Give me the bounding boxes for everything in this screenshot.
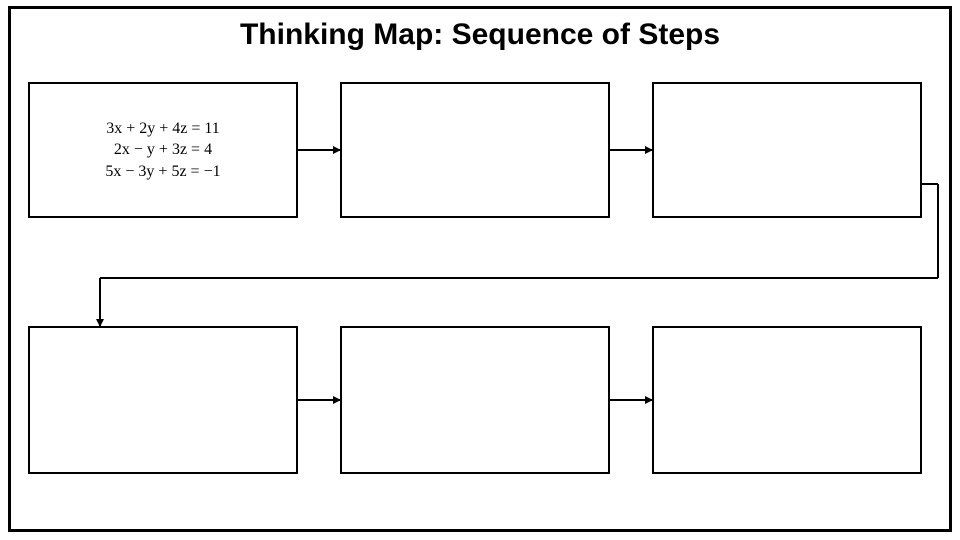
equation-line: 5x − 3y + 5z = −1 [105, 161, 220, 183]
equation-line: 3x + 2y + 4z = 11 [106, 118, 220, 140]
step-box-3 [652, 82, 922, 218]
step-box-4 [28, 326, 298, 474]
equation-line: 2x − y + 3z = 4 [114, 139, 212, 161]
step-box-2 [340, 82, 610, 218]
step-box-6 [652, 326, 922, 474]
step-box-1: 3x + 2y + 4z = 112x − y + 3z = 45x − 3y … [28, 82, 298, 218]
step-box-5 [340, 326, 610, 474]
diagram-title: Thinking Map: Sequence of Steps [0, 18, 960, 52]
